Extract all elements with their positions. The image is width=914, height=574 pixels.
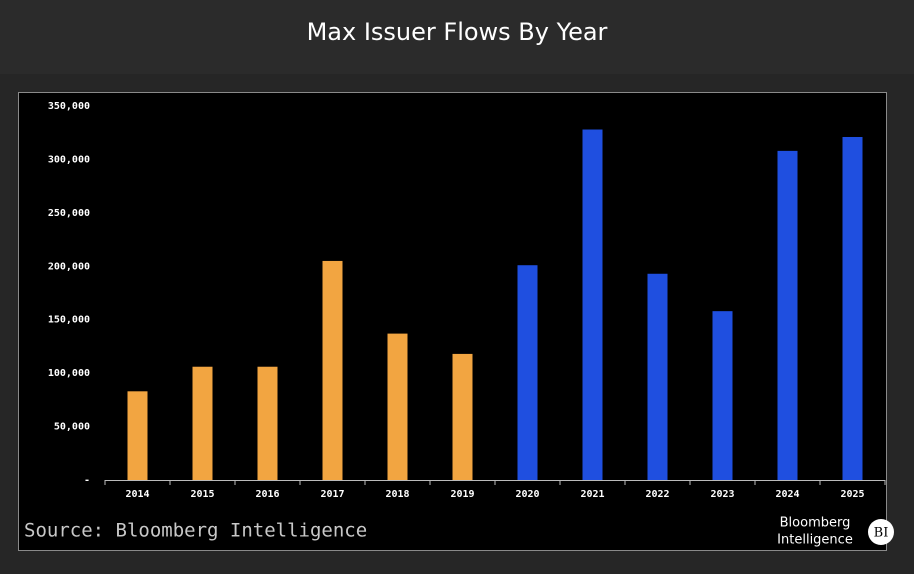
y-tick-label: 200,000 — [48, 261, 90, 272]
y-tick-label: 150,000 — [48, 315, 90, 326]
bar — [777, 150, 798, 480]
bar — [127, 391, 148, 480]
bar — [257, 366, 278, 480]
x-tick-label: 2016 — [255, 489, 279, 500]
y-tick-label: 100,000 — [48, 368, 90, 379]
source: Source: Bloomberg Intelligence — [24, 520, 367, 542]
y-tick-label: 350,000 — [48, 101, 90, 112]
bar — [712, 311, 733, 480]
y-tick-label: 300,000 — [48, 154, 90, 165]
x-tick-label: 2024 — [775, 489, 799, 500]
plot-panel — [18, 92, 887, 551]
logo-text: Intelligence — [777, 533, 853, 548]
bar — [647, 273, 668, 480]
bar — [582, 129, 603, 480]
x-tick-label: 2021 — [580, 489, 604, 500]
y-tick-label: - — [84, 475, 90, 486]
bar — [452, 353, 473, 480]
header — [0, 0, 914, 74]
logo-badge-text: BI — [874, 526, 889, 541]
logo-text: Bloomberg — [780, 516, 851, 531]
bar — [842, 136, 863, 480]
x-tick-label: 2025 — [840, 489, 864, 500]
y-tick-label: 250,000 — [48, 208, 90, 219]
bar — [192, 366, 213, 480]
x-tick-label: 2014 — [125, 489, 149, 500]
x-tick-label: 2019 — [450, 489, 474, 500]
chart-title: Max Issuer Flows By Year — [307, 18, 608, 46]
x-tick-label: 2017 — [320, 489, 344, 500]
x-tick-label: 2023 — [710, 489, 734, 500]
bar — [322, 260, 343, 480]
x-tick-label: 2022 — [645, 489, 669, 500]
x-tick-label: 2020 — [515, 489, 539, 500]
bar — [517, 265, 538, 480]
x-tick-label: 2015 — [190, 489, 214, 500]
bar — [387, 333, 408, 480]
x-tick-label: 2018 — [385, 489, 409, 500]
y-tick-label: 50,000 — [54, 422, 90, 433]
logo-badge — [868, 519, 894, 545]
